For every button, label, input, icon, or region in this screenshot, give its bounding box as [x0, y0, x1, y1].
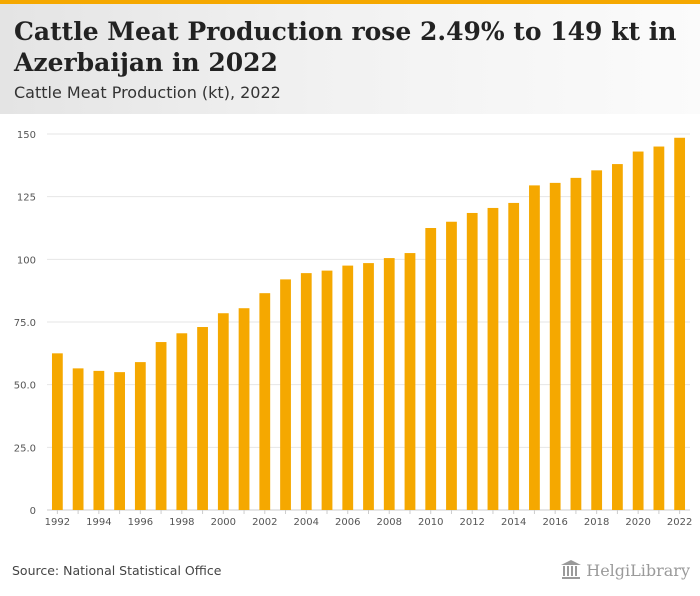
library-building-icon [561, 560, 582, 579]
bar [134, 362, 146, 510]
bar [674, 137, 686, 510]
y-tick-label: 25.0 [14, 443, 36, 454]
y-tick-label: 50.0 [14, 381, 36, 392]
page-title: Cattle Meat Production rose 2.49% to 149… [14, 17, 677, 77]
bar [176, 333, 188, 510]
x-tick-label: 2006 [335, 517, 360, 528]
x-tick-label: 1998 [169, 517, 194, 528]
bar [72, 368, 84, 510]
y-tick-label: 125 [17, 193, 36, 204]
x-tick-label: 2014 [501, 517, 526, 528]
chart-subtitle: Cattle Meat Production (kt), 2022 [14, 83, 281, 102]
y-tick-label: 0 [30, 506, 36, 517]
accent-bar [0, 0, 700, 4]
bar [383, 258, 395, 510]
bar [466, 212, 478, 510]
x-tick-label: 2010 [418, 517, 443, 528]
bar [238, 308, 250, 510]
bar [425, 228, 437, 510]
x-tick-label: 2004 [294, 517, 319, 528]
x-tick-label: 2002 [252, 517, 277, 528]
bar [197, 327, 208, 510]
y-tick-label: 100 [17, 255, 36, 266]
brand-logo[interactable]: HelgiLibrary [560, 560, 690, 580]
x-tick-label: 1992 [45, 517, 70, 528]
chart-header: Cattle Meat Production rose 2.49% to 149… [0, 4, 700, 114]
bar [508, 202, 520, 510]
bar [217, 313, 229, 510]
bar [570, 177, 582, 510]
x-tick-label: 2016 [542, 517, 567, 528]
bar [446, 221, 457, 510]
brand-name: HelgiLibrary [586, 560, 690, 580]
y-tick-label: 75.0 [14, 318, 36, 329]
x-tick-label: 2020 [625, 517, 650, 528]
bar [93, 370, 105, 510]
y-tick-label: 150 [17, 130, 36, 141]
bar [632, 151, 644, 510]
bar [259, 293, 271, 510]
bar-chart: 0 25.0 50.0 75.0 100 125 150 1992 1994 1996 1998 20… [14, 130, 693, 528]
bar [300, 273, 312, 510]
bar [549, 182, 561, 510]
bar [529, 185, 540, 510]
bar [363, 263, 374, 510]
bar [612, 164, 623, 510]
bar [591, 170, 603, 510]
bar [404, 253, 416, 511]
bar [114, 372, 125, 510]
bar [653, 146, 665, 510]
bar [155, 342, 167, 510]
source-note: Source: National Statistical Office [12, 563, 222, 578]
x-tick-label: 1996 [128, 517, 153, 528]
bar [487, 207, 499, 510]
bar [280, 279, 291, 510]
bar [342, 265, 354, 510]
x-tick-label: 1994 [86, 517, 111, 528]
x-tick-label: 2022 [667, 517, 692, 528]
bar [321, 270, 333, 510]
bar [51, 353, 63, 510]
x-tick-label: 2012 [459, 517, 484, 528]
x-tick-label: 2008 [377, 517, 402, 528]
x-tick-label: 2018 [584, 517, 609, 528]
x-tick-label: 2000 [211, 517, 236, 528]
